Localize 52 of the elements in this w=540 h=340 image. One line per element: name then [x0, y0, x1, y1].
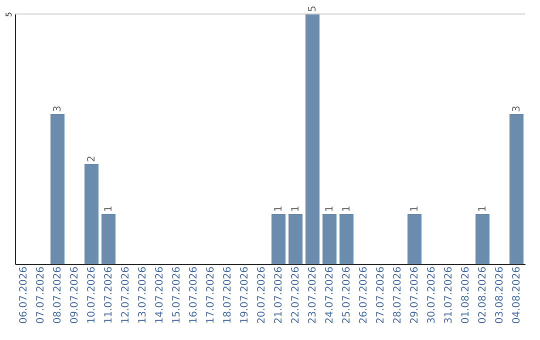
bar [476, 214, 490, 264]
x-tick-label: 21.07.2026 [274, 266, 284, 324]
x-tick-label: 29.07.2026 [410, 266, 420, 324]
x-tick-label: 15.07.2026 [172, 266, 182, 324]
bar [50, 114, 64, 264]
x-tick-label: 30.07.2026 [426, 266, 438, 324]
x-tick-label: 07.07.2026 [36, 266, 46, 324]
x-tick-label: 18.07.2026 [222, 266, 234, 324]
data-label: 1 [478, 206, 488, 212]
x-tick-label: 09.07.2026 [70, 266, 80, 324]
x-tick-label: 16.07.2026 [188, 266, 200, 324]
x-tick-label: 01.08.2026 [460, 266, 472, 324]
data-label: 5 [308, 6, 318, 12]
bar [408, 214, 422, 264]
x-tick-label: 10.07.2026 [86, 266, 98, 324]
bar [510, 114, 524, 264]
x-tick-label: 08.07.2026 [52, 266, 64, 324]
bar [288, 214, 302, 264]
x-tick-label: 03.08.2026 [494, 266, 506, 324]
data-label: 2 [86, 156, 98, 162]
data-label: 1 [290, 206, 302, 212]
x-tick-label: 23.07.2026 [308, 266, 318, 324]
x-tick-label: 24.07.2026 [324, 266, 336, 324]
x-tick-label: 06.07.2026 [18, 266, 30, 324]
x-tick-label: 13.07.2026 [138, 266, 148, 324]
data-label: 1 [324, 206, 336, 212]
x-tick-label: 20.07.2026 [256, 266, 268, 324]
x-tick-label: 26.07.2026 [358, 266, 370, 324]
bar [102, 214, 116, 264]
x-tick-label: 22.07.2026 [290, 266, 302, 324]
x-tick-label: 12.07.2026 [120, 266, 132, 324]
data-label: 1 [410, 206, 420, 212]
bar [322, 214, 336, 264]
x-tick-label: 17.07.2026 [206, 266, 216, 324]
bar [272, 214, 286, 264]
x-tick-label: 14.07.2026 [154, 266, 166, 324]
data-label: 3 [52, 106, 64, 112]
bar [340, 214, 354, 264]
x-tick-label: 27.07.2026 [376, 266, 386, 324]
x-tick-label: 31.07.2026 [444, 266, 454, 324]
data-label: 3 [512, 106, 522, 112]
x-tick-label: 11.07.2026 [104, 266, 114, 324]
data-label: 1 [342, 206, 352, 212]
bar [84, 164, 98, 264]
x-tick-label: 19.07.2026 [240, 266, 250, 324]
bar [306, 14, 320, 264]
data-label: 1 [274, 206, 284, 212]
x-tick-label: 25.07.2026 [342, 266, 352, 324]
data-label: 1 [104, 206, 114, 212]
x-tick-label: 02.08.2026 [478, 266, 488, 324]
x-tick-label: 04.08.2026 [512, 266, 522, 324]
x-tick-label: 28.07.2026 [392, 266, 404, 324]
